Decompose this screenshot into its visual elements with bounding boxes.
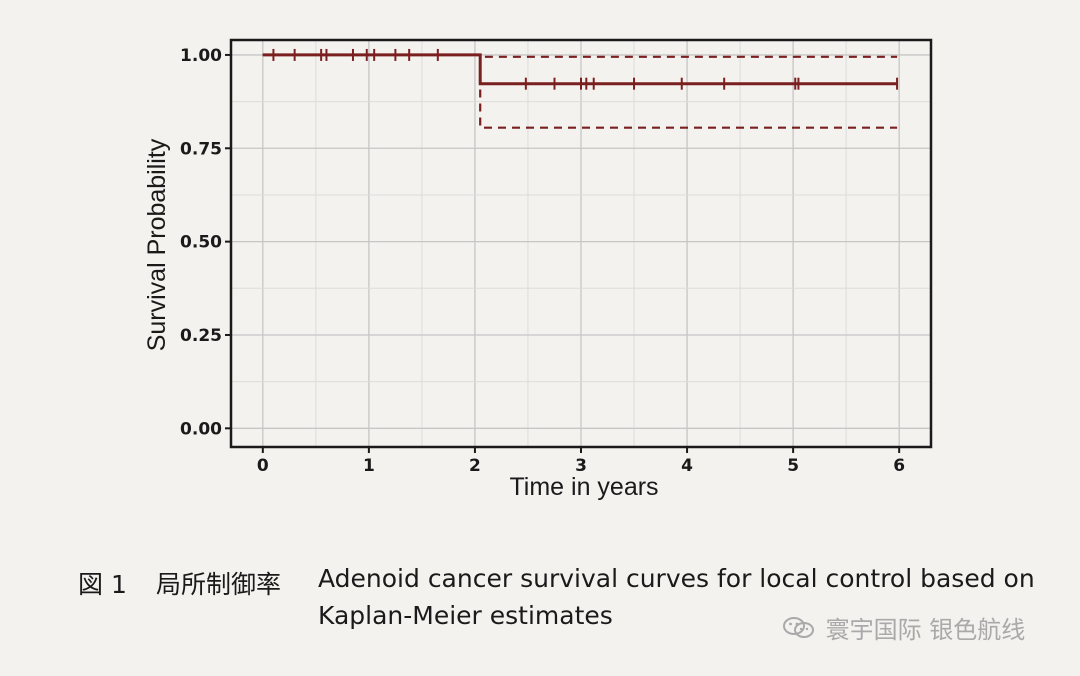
figure-caption-text: Adenoid cancer survival curves for local…: [318, 564, 1035, 630]
km-lower-confidence-bound-line: [262, 53, 898, 129]
x-axis-title: Time in years: [509, 473, 658, 501]
survival-curves: [262, 48, 899, 129]
y-tick-label: 1.00: [180, 46, 222, 66]
x-tick-label: 4: [681, 456, 693, 476]
x-tick-label: 3: [575, 456, 587, 476]
y-tick-label: 0.25: [180, 326, 222, 346]
km-estimate-line: [262, 53, 898, 86]
watermark: 寰宇国际 银色航线: [782, 610, 1025, 647]
km-chart: 0 1 2 3 4 5 6 0.00 0.25 0.50 0.75 1.00 Time in year…: [143, 38, 933, 501]
watermark-text: 寰宇国际 银色航线: [825, 616, 1026, 644]
grid-lines: [231, 40, 931, 447]
x-tick-label: 0: [257, 456, 269, 476]
y-axis-title: Survival Probability: [143, 138, 171, 351]
figure-title-cn: 局所制御率: [156, 570, 282, 599]
x-tick-label: 1: [363, 456, 375, 476]
axis-ticks: 0 1 2 3 4 5 6 0.00 0.25 0.50 0.75 1.00: [180, 46, 905, 476]
figure-label: 図 1: [78, 570, 127, 599]
x-tick-label: 2: [469, 456, 481, 476]
wechat-icon: [782, 615, 818, 647]
x-tick-label: 6: [893, 456, 905, 476]
y-tick-label: 0.00: [180, 419, 222, 439]
y-tick-label: 0.50: [180, 233, 222, 253]
y-tick-label: 0.75: [180, 139, 222, 159]
x-tick-label: 5: [787, 456, 799, 476]
